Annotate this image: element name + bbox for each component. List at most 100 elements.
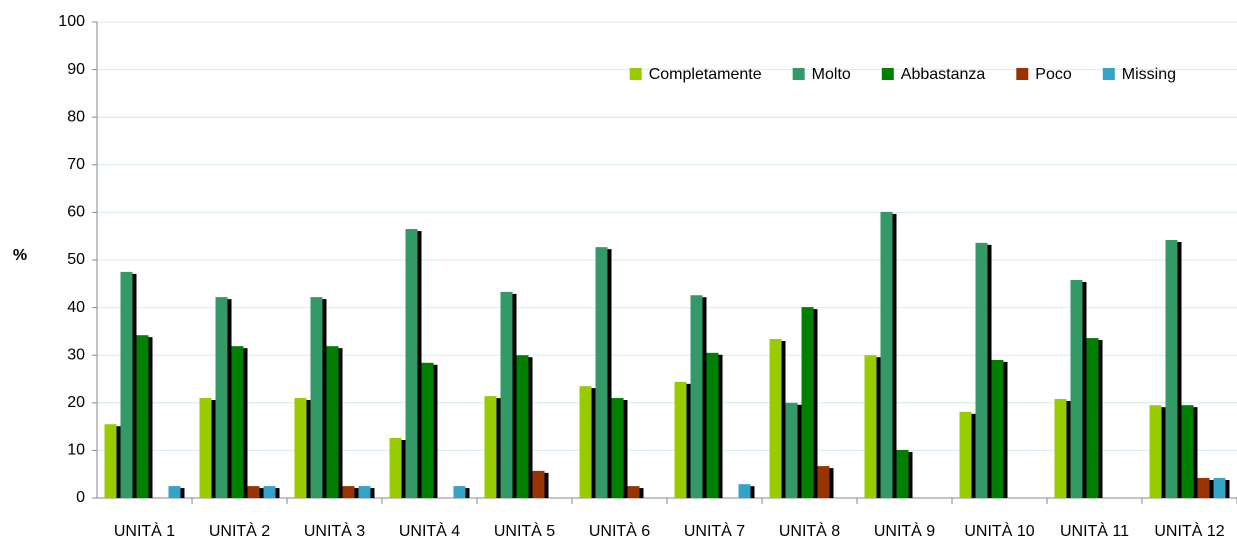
y-tick-label: 20 (67, 394, 85, 411)
bar-shadow (496, 398, 501, 498)
bar (358, 486, 371, 498)
bar-shadow (781, 341, 786, 498)
x-tick-label: UNITÀ 6 (589, 521, 650, 540)
bar (1213, 478, 1226, 498)
bar-shadow (750, 486, 755, 498)
y-axis-label: % (13, 247, 27, 264)
bar-shadow (1193, 407, 1198, 498)
x-tick-label: UNITÀ 8 (779, 521, 840, 540)
bar-shadow (354, 488, 359, 498)
bar (706, 352, 719, 498)
x-tick-label: UNITÀ 2 (209, 521, 270, 540)
bar-shadow (322, 299, 327, 498)
bar-shadow (1098, 340, 1103, 498)
bar (674, 381, 687, 498)
bar (247, 486, 260, 498)
bar (864, 355, 877, 498)
bar-shadow (132, 273, 137, 498)
bar-shadow (813, 309, 818, 498)
bar (136, 335, 149, 498)
bar (120, 271, 133, 498)
bar-shadow (465, 488, 470, 498)
y-tick-label: 70 (67, 156, 85, 173)
bar-shadow (1082, 281, 1087, 498)
bar-shadow (1161, 407, 1166, 498)
bar-shadow (876, 357, 881, 498)
bar (500, 291, 513, 498)
bar (310, 297, 323, 498)
x-tick-label: UNITÀ 10 (964, 521, 1034, 540)
y-tick-label: 80 (67, 108, 85, 125)
bar-shadow (1209, 480, 1214, 498)
bar-shadow (148, 337, 153, 498)
bar-shadow (1003, 361, 1008, 498)
legend-swatch (881, 68, 894, 80)
bar-shadow (639, 488, 644, 498)
bar-shadow (211, 400, 216, 498)
x-tick-label: UNITÀ 1 (114, 521, 175, 540)
bar (342, 486, 355, 498)
bar (294, 398, 307, 498)
y-tick-label: 60 (67, 204, 85, 221)
bar (1197, 478, 1210, 498)
bar-shadow (892, 213, 897, 498)
bar (769, 339, 782, 498)
bar (1054, 398, 1067, 498)
bar-shadow (259, 488, 264, 498)
legend-label: Abbastanza (901, 66, 986, 83)
bar-shadow (180, 488, 185, 498)
bar-shadow (686, 383, 691, 498)
bar (405, 229, 418, 498)
bar (1086, 338, 1099, 498)
bar (516, 355, 529, 498)
x-tick-label: UNITÀ 7 (684, 521, 745, 540)
legend-label: Missing (1122, 66, 1176, 83)
bar (991, 359, 1004, 498)
y-tick-label: 30 (67, 346, 85, 363)
bar (611, 398, 624, 498)
bar (326, 346, 339, 498)
bar-shadow (797, 404, 802, 498)
bar (880, 211, 893, 498)
x-tick-label: UNITÀ 12 (1154, 521, 1224, 540)
bar-shadow (1177, 242, 1182, 498)
bar-shadow (987, 244, 992, 498)
bar-shadow (433, 364, 438, 498)
bar-shadow (275, 488, 280, 498)
bar (896, 449, 909, 498)
bar-shadow (702, 297, 707, 498)
bar-shadow (591, 388, 596, 498)
x-tick-label: UNITÀ 9 (874, 521, 935, 540)
y-tick-label: 0 (76, 489, 85, 506)
bar (959, 411, 972, 498)
bar-shadow (829, 468, 834, 498)
bar-shadow (243, 348, 248, 498)
bar-shadow (338, 348, 343, 498)
bar (1181, 405, 1194, 498)
x-tick-label: UNITÀ 4 (399, 521, 460, 540)
bar-shadow (1066, 400, 1071, 498)
y-tick-label: 40 (67, 299, 85, 316)
x-tick-label: UNITÀ 5 (494, 521, 555, 540)
bar (579, 386, 592, 498)
y-tick-label: 90 (67, 61, 85, 78)
legend-swatch (1102, 68, 1115, 80)
bar (801, 307, 814, 498)
bar (263, 486, 276, 498)
bar (1149, 405, 1162, 498)
bar-shadow (116, 426, 121, 498)
bar (199, 398, 212, 498)
bar-shadow (370, 488, 375, 498)
bar-shadow (417, 231, 422, 498)
bar (421, 362, 434, 498)
bar-shadow (1225, 480, 1230, 498)
bar (168, 486, 181, 498)
bar-shadow (908, 451, 913, 498)
legend-label: Molto (812, 66, 851, 83)
bar (975, 242, 988, 498)
bar (231, 346, 244, 498)
bar-shadow (528, 357, 533, 498)
bar (738, 484, 751, 498)
legend-swatch (1016, 68, 1029, 80)
bar (104, 424, 117, 498)
